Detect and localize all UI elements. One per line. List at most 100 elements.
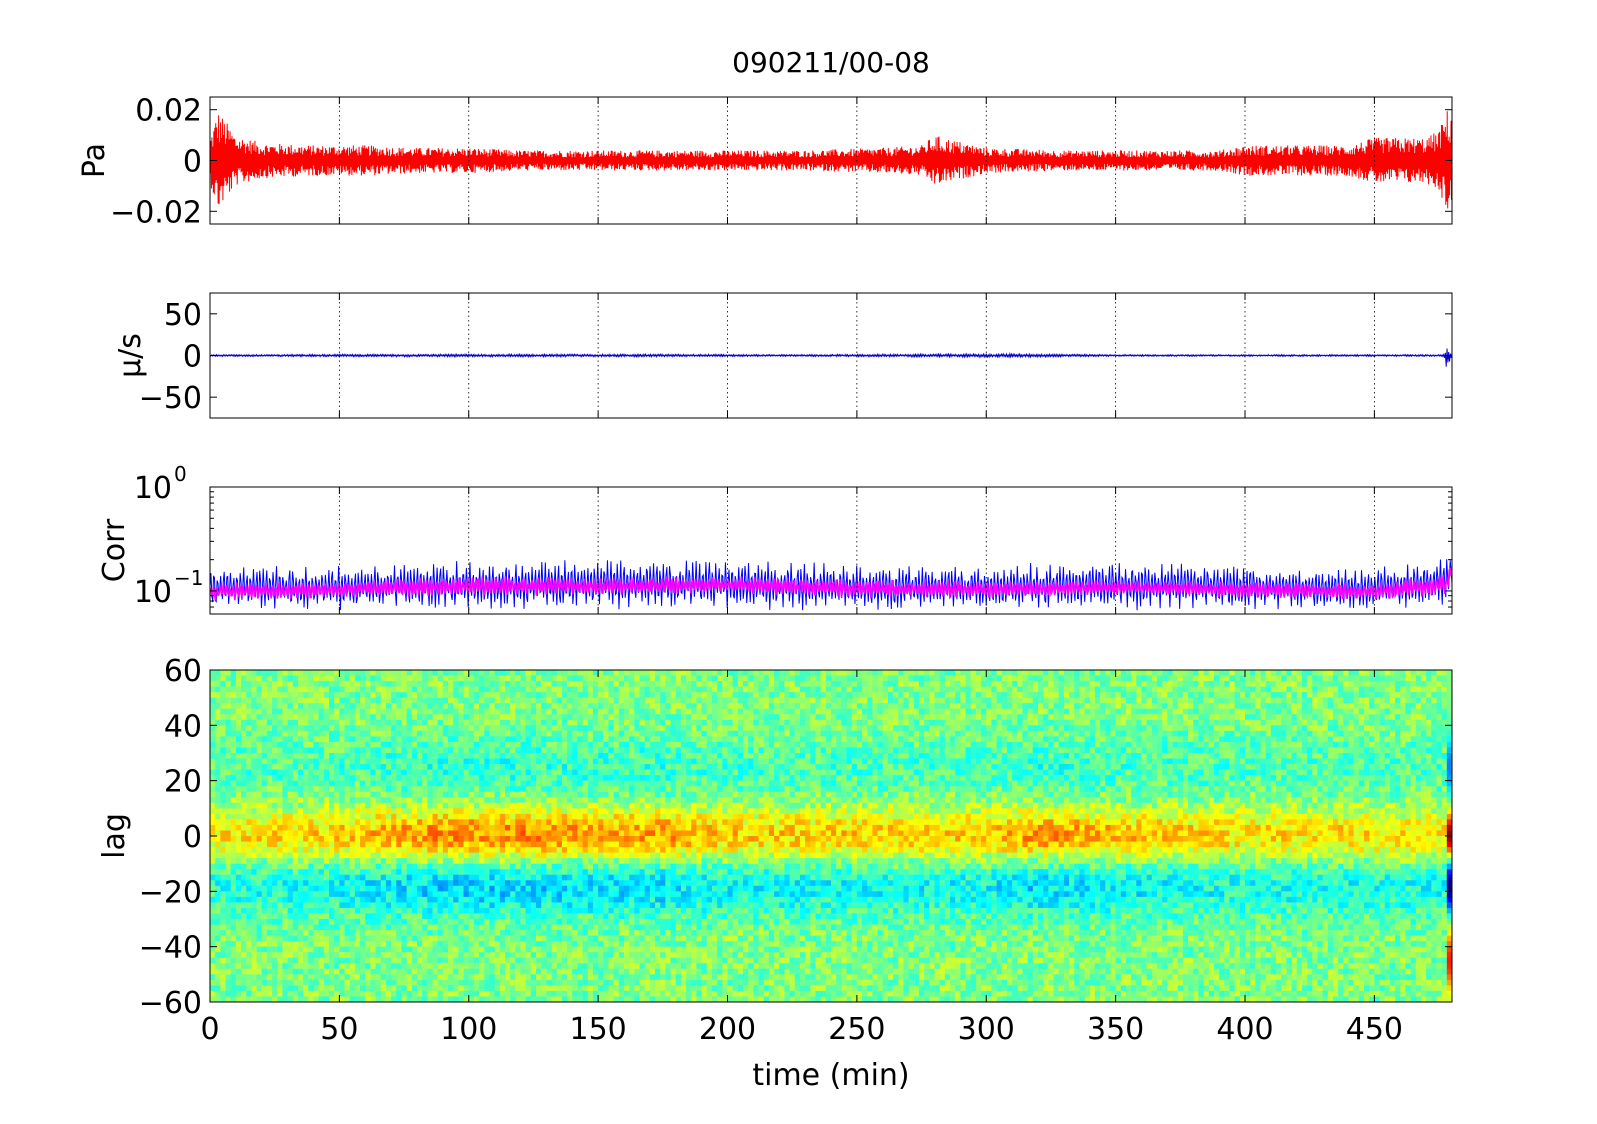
heatmap-cell: [323, 946, 330, 953]
heatmap-cell: [401, 852, 408, 859]
heatmap-cell: [406, 819, 413, 826]
heatmap-cell: [561, 974, 568, 981]
heatmap-cell: [567, 780, 573, 787]
heatmap-cell: [530, 819, 537, 826]
heatmap-cell: [344, 880, 351, 887]
heatmap-cell: [530, 935, 537, 942]
heatmap-cell: [463, 836, 470, 843]
heatmap-cell: [587, 703, 594, 710]
heatmap-cell: [624, 730, 630, 737]
heatmap-cell: [266, 725, 273, 732]
heatmap-cell: [380, 880, 387, 887]
heatmap-cell: [220, 797, 227, 804]
heatmap-cell: [272, 924, 278, 931]
heatmap-cell: [308, 730, 315, 737]
heatmap-cell: [329, 692, 335, 699]
heatmap-cell: [473, 841, 480, 848]
heatmap-cell: [334, 946, 340, 953]
heatmap-cell: [437, 880, 444, 887]
heatmap-cell: [510, 946, 516, 953]
heatmap-cell: [401, 869, 408, 876]
heatmap-cell: [618, 858, 625, 865]
heatmap-cell: [220, 786, 227, 793]
heatmap-cell: [272, 896, 278, 903]
heatmap-cell: [406, 863, 413, 870]
heatmap-cell: [303, 985, 309, 992]
heatmap-cell: [479, 813, 485, 820]
heatmap-cell: [577, 675, 584, 682]
heatmap-cell: [396, 675, 403, 682]
heatmap-cell: [608, 863, 615, 870]
heatmap-cell: [215, 769, 221, 776]
heatmap-cell: [515, 963, 522, 970]
heatmap-cell: [396, 858, 403, 865]
heatmap-cell: [272, 913, 278, 920]
heatmap-cell: [401, 896, 408, 903]
heatmap-cell: [344, 780, 351, 787]
heatmap-cell: [453, 930, 459, 937]
heatmap-cell: [515, 736, 522, 743]
heatmap-cell: [417, 719, 423, 726]
heatmap-cell: [546, 924, 553, 931]
heatmap-cell: [603, 681, 610, 688]
heatmap-cell: [323, 913, 330, 920]
heatmap-cell: [515, 730, 522, 737]
heatmap-cell: [339, 725, 346, 732]
heatmap-cell: [360, 819, 366, 826]
heatmap-cell: [442, 747, 449, 754]
heatmap-cell: [618, 714, 625, 721]
heatmap-cell: [432, 764, 439, 771]
heatmap-cell: [292, 869, 299, 876]
heatmap-cell: [365, 985, 372, 992]
heatmap-cell: [448, 797, 454, 804]
heatmap-cell: [323, 758, 330, 765]
heatmap-cell: [375, 703, 382, 710]
heatmap-cell: [277, 681, 284, 688]
heatmap-cell: [587, 714, 594, 721]
heatmap-cell: [468, 896, 475, 903]
heatmap-cell: [458, 913, 465, 920]
heatmap-cell: [396, 852, 403, 859]
heatmap-cell: [391, 675, 397, 682]
heatmap-cell: [235, 697, 242, 704]
heatmap-cell: [499, 758, 506, 765]
heatmap-cell: [235, 714, 242, 721]
heatmap-cell: [515, 747, 522, 754]
heatmap-cell: [266, 775, 273, 782]
heatmap-cell: [391, 836, 397, 843]
heatmap-cell: [417, 764, 423, 771]
heatmap-cell: [251, 681, 258, 688]
heatmap-cell: [235, 686, 242, 693]
heatmap-cell: [417, 985, 423, 992]
heatmap-cell: [618, 946, 625, 953]
heatmap-cell: [494, 985, 501, 992]
heatmap-cell: [598, 919, 604, 926]
heatmap-cell: [297, 974, 304, 981]
heatmap-cell: [313, 935, 320, 942]
heatmap-cell: [525, 802, 532, 809]
heatmap-cell: [380, 957, 387, 964]
heatmap-cell: [225, 703, 232, 710]
heatmap-cell: [504, 686, 511, 693]
heatmap-cell: [266, 863, 273, 870]
heatmap-cell: [458, 985, 465, 992]
heatmap-cell: [246, 869, 252, 876]
heatmap-cell: [292, 830, 299, 837]
heatmap-cell: [272, 841, 278, 848]
heatmap-cell: [230, 692, 237, 699]
heatmap-cell: [536, 858, 542, 865]
heatmap-cell: [313, 869, 320, 876]
heatmap-cell: [241, 924, 247, 931]
heatmap-cell: [287, 858, 294, 865]
heatmap-cell: [520, 946, 527, 953]
heatmap-cell: [303, 824, 309, 832]
heatmap-cell: [318, 957, 325, 964]
heatmap-cell: [489, 797, 496, 804]
heatmap-cell: [608, 730, 615, 737]
heatmap-cell: [225, 896, 232, 903]
heatmap-cell: [230, 703, 237, 710]
heatmap-cell: [323, 963, 330, 970]
heatmap-cell: [536, 874, 542, 881]
heatmap-cell: [406, 836, 413, 843]
heatmap-cell: [391, 681, 397, 688]
